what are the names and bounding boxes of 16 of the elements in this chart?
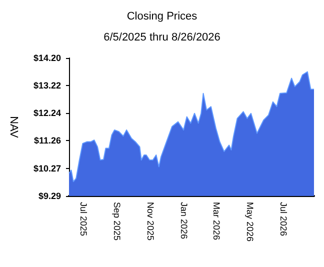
chart-subtitle: 6/5/2025 thru 8/26/2026 <box>104 32 220 44</box>
y-tick-label: $10.27 <box>33 163 61 174</box>
x-tick-label: Jan 2026 <box>179 202 190 240</box>
y-tick-label: $12.24 <box>33 108 61 118</box>
y-tick-label: $14.20 <box>33 53 61 63</box>
y-tick-label: $9.29 <box>38 191 61 201</box>
x-tick-label: May 2026 <box>244 202 255 242</box>
x-tick-label: Jul 2026 <box>278 202 288 236</box>
x-tick-label: Mar 2026 <box>211 202 222 240</box>
x-tick-label: Nov 2025 <box>146 202 156 241</box>
chart-title: Closing Prices <box>126 10 198 22</box>
y-tick-label: $13.22 <box>33 80 61 91</box>
x-tick-label: Jul 2025 <box>78 202 88 236</box>
x-tick-label: Sep 2025 <box>112 202 122 241</box>
y-axis-title: NAV <box>8 116 20 139</box>
y-tick-label: $11.26 <box>34 136 61 146</box>
